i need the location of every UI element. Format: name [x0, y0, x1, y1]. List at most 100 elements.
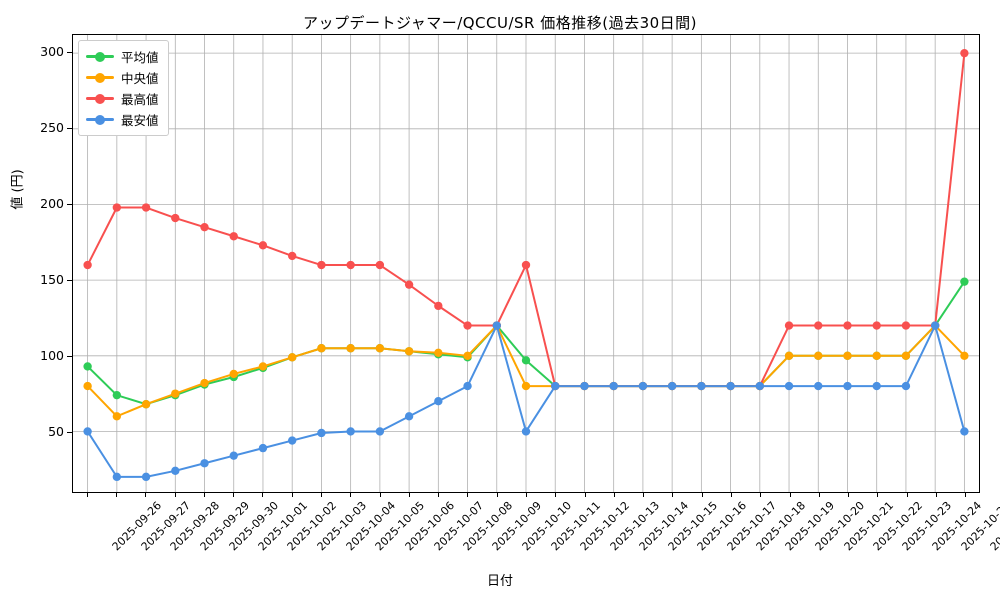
x-tick-mark: [760, 493, 762, 497]
x-tick-mark: [350, 493, 352, 497]
x-tick-mark: [145, 493, 147, 497]
data-point: [697, 381, 706, 391]
legend-item[interactable]: 最高値: [86, 88, 159, 109]
data-point: [83, 381, 92, 391]
data-point: [521, 356, 531, 365]
x-tick-mark: [291, 493, 293, 497]
data-point: [229, 369, 238, 379]
data-point: [960, 277, 969, 286]
series-最安値: [83, 321, 969, 482]
data-point: [580, 381, 589, 391]
legend-label: 平均値: [121, 50, 159, 65]
data-point: [784, 321, 794, 330]
data-point: [171, 466, 180, 475]
data-point: [404, 412, 414, 421]
data-point: [83, 427, 92, 436]
data-point: [346, 260, 355, 270]
data-point: [404, 347, 414, 356]
data-point: [288, 353, 297, 362]
data-point: [521, 260, 531, 270]
x-axis-label: 日付: [486, 574, 513, 589]
data-point: [463, 321, 472, 330]
data-point: [317, 260, 326, 270]
data-point: [171, 213, 180, 223]
data-point: [200, 378, 209, 388]
data-point: [784, 351, 794, 360]
data-point: [83, 260, 92, 270]
data-point: [346, 427, 355, 436]
data-point: [375, 260, 385, 270]
data-point: [843, 321, 852, 330]
data-point: [667, 381, 677, 391]
x-tick-mark: [496, 493, 498, 497]
x-tick-mark: [86, 493, 88, 497]
data-point: [872, 351, 881, 360]
legend-swatch: [86, 51, 114, 62]
legend-swatch: [86, 114, 114, 125]
series-最高値: [83, 48, 969, 391]
data-point: [930, 321, 940, 330]
legend-item[interactable]: 中央値: [86, 67, 159, 88]
data-point: [317, 428, 326, 438]
legend-label: 中央値: [121, 71, 159, 86]
legend-swatch: [86, 93, 114, 104]
y-tick-label: 100: [40, 348, 64, 364]
data-point: [200, 223, 209, 232]
x-tick-mark: [818, 493, 820, 497]
data-point: [814, 351, 823, 360]
data-point: [141, 472, 151, 482]
data-point: [726, 381, 735, 391]
data-point: [434, 348, 443, 357]
plot-area: [72, 34, 980, 493]
x-tick-mark: [408, 493, 410, 497]
data-point: [171, 389, 180, 398]
data-point: [200, 459, 209, 468]
legend-label: 最高値: [121, 92, 159, 107]
data-point: [141, 203, 151, 212]
data-point: [434, 397, 443, 406]
data-point: [814, 321, 823, 330]
data-point: [112, 472, 122, 482]
data-point: [112, 412, 122, 421]
data-point: [288, 436, 297, 445]
x-tick-mark: [965, 493, 967, 497]
x-tick-mark: [262, 493, 264, 497]
chart-title: アップデートジャマー/QCCU/SR 価格推移(過去30日間): [302, 14, 698, 32]
data-point: [521, 381, 531, 391]
data-point: [901, 381, 911, 391]
y-tick-label: 250: [40, 120, 64, 136]
x-tick-mark: [379, 493, 381, 497]
y-tick-mark: [67, 128, 72, 130]
data-point: [960, 48, 969, 58]
series-lines: [83, 48, 969, 482]
x-tick-mark: [701, 493, 703, 497]
data-point: [229, 232, 238, 241]
data-point: [141, 400, 151, 409]
x-tick-mark: [203, 493, 205, 497]
data-point: [229, 451, 238, 460]
data-point: [112, 203, 122, 212]
x-tick-mark: [320, 493, 322, 497]
data-point: [346, 344, 355, 353]
data-point: [83, 362, 92, 371]
data-point: [843, 381, 852, 391]
data-point: [258, 362, 268, 371]
x-tick-mark: [467, 493, 469, 497]
data-point: [463, 381, 472, 391]
y-tick-mark: [67, 52, 72, 54]
x-tick-mark: [936, 493, 938, 497]
x-tick-mark: [789, 493, 791, 497]
data-point: [814, 381, 823, 391]
data-point: [551, 381, 560, 391]
data-point: [901, 321, 911, 330]
x-tick-mark: [731, 493, 733, 497]
legend-item[interactable]: 最安値: [86, 109, 159, 130]
series-中央値: [83, 321, 969, 421]
y-axis-label: 値 (円): [10, 169, 26, 210]
x-tick-mark: [877, 493, 879, 497]
legend-item[interactable]: 平均値: [86, 46, 159, 67]
x-tick-mark: [233, 493, 235, 497]
x-tick-mark: [906, 493, 908, 497]
data-point: [288, 251, 297, 261]
legend-label: 最安値: [121, 113, 159, 128]
